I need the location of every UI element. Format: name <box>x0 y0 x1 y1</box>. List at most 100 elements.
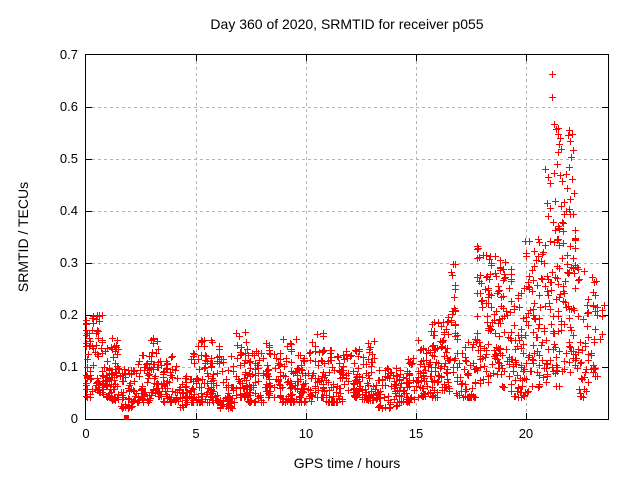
data-point <box>308 374 316 382</box>
data-point <box>565 270 573 277</box>
data-point <box>237 383 244 391</box>
data-point <box>423 377 431 385</box>
data-point <box>180 404 188 411</box>
data-point <box>351 359 358 367</box>
data-point <box>148 336 156 344</box>
data-point <box>276 385 284 392</box>
data-point <box>95 313 103 320</box>
data-point <box>484 294 492 302</box>
data-point <box>321 374 329 382</box>
data-point <box>205 373 213 380</box>
data-point <box>141 388 149 396</box>
data-point <box>567 263 575 271</box>
data-point <box>366 391 374 399</box>
data-point <box>249 384 257 392</box>
data-point <box>458 350 466 358</box>
data-point <box>282 355 290 363</box>
data-point <box>95 386 103 394</box>
data-point <box>557 135 565 143</box>
data-point <box>438 363 446 371</box>
data-point <box>345 378 352 386</box>
data-point <box>217 404 225 412</box>
data-point <box>458 379 466 387</box>
data-point <box>166 393 173 401</box>
data-point <box>101 376 109 384</box>
data-point <box>302 380 310 387</box>
data-point <box>345 369 352 377</box>
data-point <box>369 351 377 359</box>
data-point <box>139 384 147 392</box>
data-point <box>494 289 502 297</box>
data-point <box>493 307 501 315</box>
data-point <box>594 303 602 311</box>
data-point <box>475 278 483 286</box>
data-point <box>254 378 262 386</box>
y-tick-mark <box>86 211 92 212</box>
data-point <box>276 394 284 402</box>
data-point <box>439 384 447 392</box>
data-point <box>111 396 119 404</box>
data-point <box>249 381 257 389</box>
data-point <box>98 388 106 396</box>
data-point <box>95 379 103 387</box>
data-point <box>319 373 326 380</box>
data-point <box>522 389 530 396</box>
x-gridline <box>195 55 197 419</box>
data-point <box>352 393 360 401</box>
data-point <box>184 399 192 407</box>
data-point <box>105 366 113 373</box>
data-point <box>224 381 232 389</box>
data-point <box>413 376 421 384</box>
data-point <box>471 366 479 374</box>
data-point <box>239 380 247 387</box>
data-point <box>420 371 428 379</box>
data-point <box>495 319 503 327</box>
data-point <box>265 379 273 387</box>
data-point <box>428 328 436 335</box>
data-point <box>207 391 215 398</box>
data-point <box>495 360 503 367</box>
data-point <box>119 404 127 412</box>
data-point <box>319 393 327 401</box>
data-point <box>327 357 335 364</box>
data-point <box>402 389 410 397</box>
data-point <box>209 390 217 398</box>
data-point <box>571 356 579 364</box>
data-point <box>571 269 579 277</box>
data-point <box>112 395 120 402</box>
data-point <box>522 318 530 326</box>
data-point <box>431 364 439 371</box>
data-point <box>529 305 537 313</box>
data-point <box>493 343 501 351</box>
data-point <box>195 393 203 401</box>
data-point <box>516 389 524 396</box>
data-point <box>339 366 347 374</box>
data-point <box>238 393 246 401</box>
data-point <box>151 379 159 387</box>
data-point <box>264 371 271 379</box>
data-point <box>445 314 452 322</box>
data-point <box>594 372 602 380</box>
data-point <box>565 268 573 276</box>
data-point <box>318 394 326 402</box>
grid-layer <box>86 55 608 419</box>
data-point <box>496 350 504 358</box>
data-point <box>166 399 174 406</box>
data-point <box>227 397 235 405</box>
data-point <box>553 263 561 271</box>
data-point <box>333 399 341 406</box>
data-point <box>386 398 394 406</box>
data-point <box>245 398 253 406</box>
data-point <box>158 393 166 400</box>
data-point <box>387 369 394 377</box>
data-point <box>320 359 328 367</box>
data-point <box>99 381 107 389</box>
data-point <box>416 360 424 368</box>
data-point <box>105 392 113 400</box>
data-point <box>196 383 204 391</box>
data-point <box>292 367 300 375</box>
data-point <box>277 361 285 369</box>
data-point <box>163 361 171 369</box>
data-point <box>246 386 254 393</box>
data-point <box>87 394 95 401</box>
